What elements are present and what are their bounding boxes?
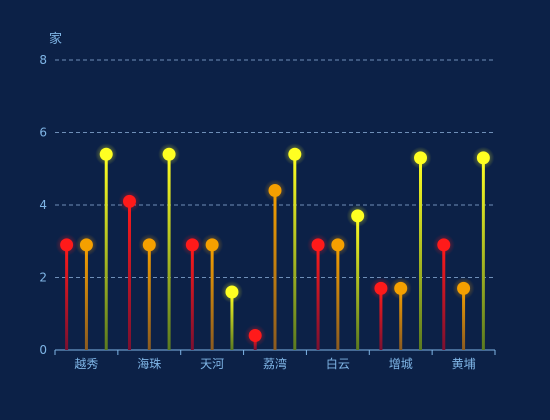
lollipop-stem <box>442 244 446 350</box>
lollipop-point <box>268 184 282 197</box>
lollipop-stem <box>336 244 340 350</box>
lollipop-stem <box>104 154 108 350</box>
y-tick-label: 2 <box>39 271 47 285</box>
lollipop-stem <box>399 288 403 350</box>
lollipop-stem <box>419 157 423 350</box>
lollipop-point <box>457 281 471 295</box>
lollipop-point <box>437 238 451 252</box>
lollipop-point <box>162 147 176 161</box>
lollipop-stem <box>462 288 466 350</box>
lollipop-point <box>99 147 113 161</box>
tick-labels: 0 2 4 6 8 越秀 海珠 天河 荔湾 白云 增城 黄埔 <box>39 53 475 371</box>
y-tick-label: 4 <box>39 198 47 212</box>
lollipop-stem <box>230 292 234 350</box>
x-tick-label: 荔湾 <box>263 356 287 371</box>
lollipop-point <box>351 209 365 223</box>
x-tick-label: 增城 <box>389 357 413 371</box>
x-tick-label: 黄埔 <box>452 357 476 371</box>
lollipop-stem <box>356 215 360 350</box>
lollipop-point <box>248 329 262 342</box>
lollipop-stem <box>316 244 320 350</box>
y-tick-label: 8 <box>39 53 47 67</box>
lollipop-stem <box>190 244 194 350</box>
x-tick-label: 海珠 <box>137 356 161 371</box>
y-axis-label: 家 <box>49 31 62 47</box>
lollipop-point <box>142 238 156 252</box>
lollipop-point <box>288 147 302 161</box>
lollipop-point <box>374 281 388 295</box>
lollipop-point <box>414 151 428 165</box>
lollipop-point <box>476 151 490 165</box>
lollipop-point <box>79 238 93 252</box>
x-tick-label: 白云 <box>326 356 350 371</box>
lollipop-stem <box>273 190 277 350</box>
axes <box>54 349 496 355</box>
x-tick-label: 天河 <box>200 357 224 371</box>
lollipop-point <box>331 238 345 252</box>
lollipop-stem <box>293 154 297 350</box>
lollipop-point <box>394 281 408 295</box>
lollipop-stem <box>147 244 151 350</box>
lollipop-point <box>122 194 136 208</box>
y-tick-label: 6 <box>39 126 47 140</box>
lollipop-stem <box>84 244 88 350</box>
lollipop-marks <box>55 143 495 350</box>
lollipop-point <box>60 238 74 252</box>
lollipop-point <box>225 285 239 299</box>
lollipop-point <box>185 238 199 252</box>
lollipop-point <box>311 238 325 252</box>
x-tick-label: 越秀 <box>74 357 98 371</box>
lollipop-stem <box>210 244 214 350</box>
lollipop-stem <box>167 154 171 350</box>
lollipop-stem <box>481 157 485 350</box>
lollipop-stem <box>65 244 69 350</box>
y-tick-label: 0 <box>39 343 47 357</box>
lollipop-point <box>205 238 219 252</box>
lollipop-stem <box>127 201 131 350</box>
lollipop-stem <box>379 288 383 350</box>
